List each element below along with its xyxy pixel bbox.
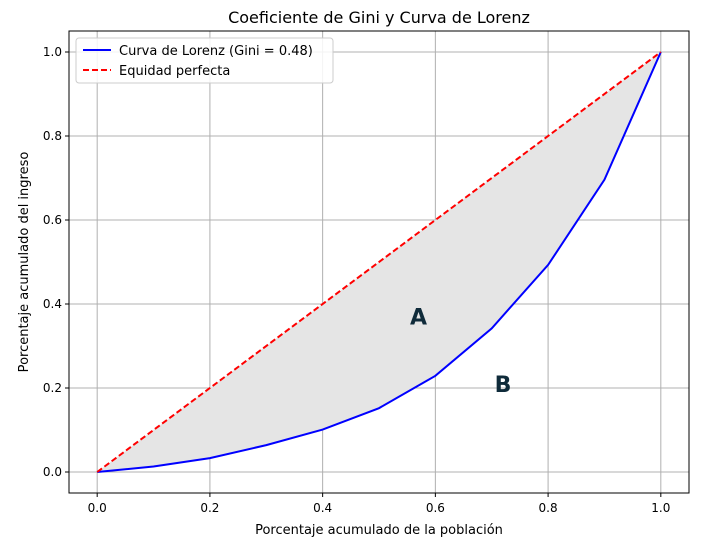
x-tick-label: 0.2 [200, 501, 219, 515]
legend-box [75, 37, 334, 84]
x-tick-label: 0.6 [426, 501, 445, 515]
legend-label-lorenz: Curva de Lorenz (Gini = 0.48) [119, 44, 313, 59]
y-tick-label: 0.0 [43, 465, 62, 479]
y-tick-label: 0.4 [43, 297, 62, 311]
axis-ticks: 0.0 0.2 0.4 0.6 0.8 1.0 0.0 0.2 0.4 0.6 0.8 1.0 [43, 45, 670, 515]
x-tick-label: 0.8 [539, 501, 558, 515]
x-tick-label: 1.0 [651, 501, 670, 515]
y-tick-label: 0.8 [43, 129, 62, 143]
legend: Curva de Lorenz (Gini = 0.48) Equidad pe… [75, 37, 334, 84]
series-lines [96, 51, 662, 473]
region-annotations: AB [410, 306, 511, 398]
x-axis-title: Porcentaje acumulado de la población [255, 523, 503, 538]
y-tick-label: 0.6 [43, 213, 62, 227]
x-tick-label: 0.4 [313, 501, 332, 515]
region-label-a: A [410, 306, 427, 331]
plot-frame [68, 30, 690, 494]
x-tick-label: 0.0 [88, 501, 107, 515]
lorenz-curve-line [97, 51, 662, 473]
y-axis-title: Porcentaje acumulado del ingreso [17, 152, 32, 373]
chart-title: Coeficiente de Gini y Curva de Lorenz [228, 8, 530, 27]
y-tick-label: 1.0 [43, 45, 62, 59]
y-tick-label: 0.2 [43, 381, 62, 395]
region-label-b: B [495, 373, 512, 398]
equity-line [96, 51, 662, 473]
legend-label-equity: Equidad perfecta [119, 64, 230, 79]
